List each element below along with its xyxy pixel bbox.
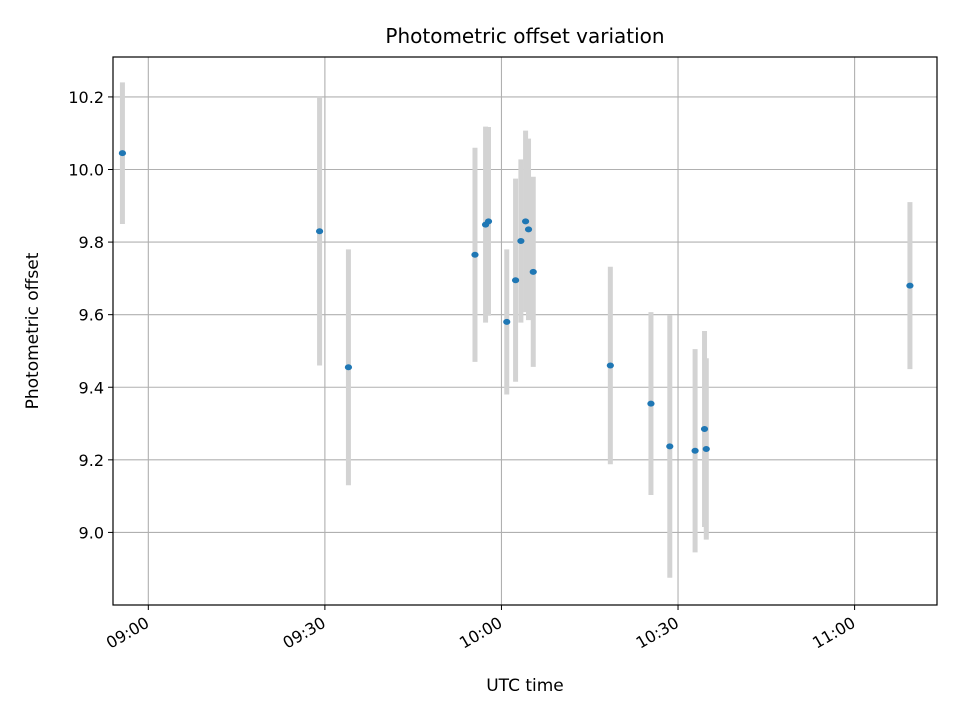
y-axis-title: Photometric offset (23, 252, 43, 409)
data-point (511, 277, 520, 284)
data-point (517, 237, 525, 244)
data-point (118, 150, 127, 157)
data-point (471, 251, 479, 258)
data-point (344, 364, 353, 371)
data-point (606, 362, 614, 369)
y-tick-label: 9.4 (79, 378, 104, 397)
y-tick-label: 9.8 (79, 233, 104, 252)
data-point (524, 226, 533, 233)
y-axis: 9.0 9.2 9.4 9.6 9.8 10.0 10.2 (68, 88, 113, 542)
y-tick-label: 9.2 (79, 451, 104, 470)
data-point (906, 282, 914, 289)
data-point (503, 318, 511, 325)
y-tick-label: 10.0 (68, 161, 104, 180)
data-point (484, 218, 493, 225)
data-point (702, 445, 710, 452)
data-point (700, 425, 709, 432)
data-point (691, 447, 699, 454)
y-tick-label: 9.6 (79, 306, 104, 325)
plot-frame (112, 56, 938, 606)
y-tick-label: 9.0 (79, 523, 104, 542)
data-point (647, 400, 655, 407)
y-tick-label: 10.2 (68, 88, 104, 107)
data-points (118, 150, 914, 454)
chart-title: Photometric offset variation (385, 24, 664, 48)
grid (113, 57, 937, 605)
data-point (666, 443, 674, 450)
data-point (315, 228, 324, 235)
data-point (521, 218, 530, 225)
data-point (529, 268, 537, 275)
x-axis-title: UTC time (486, 676, 564, 696)
